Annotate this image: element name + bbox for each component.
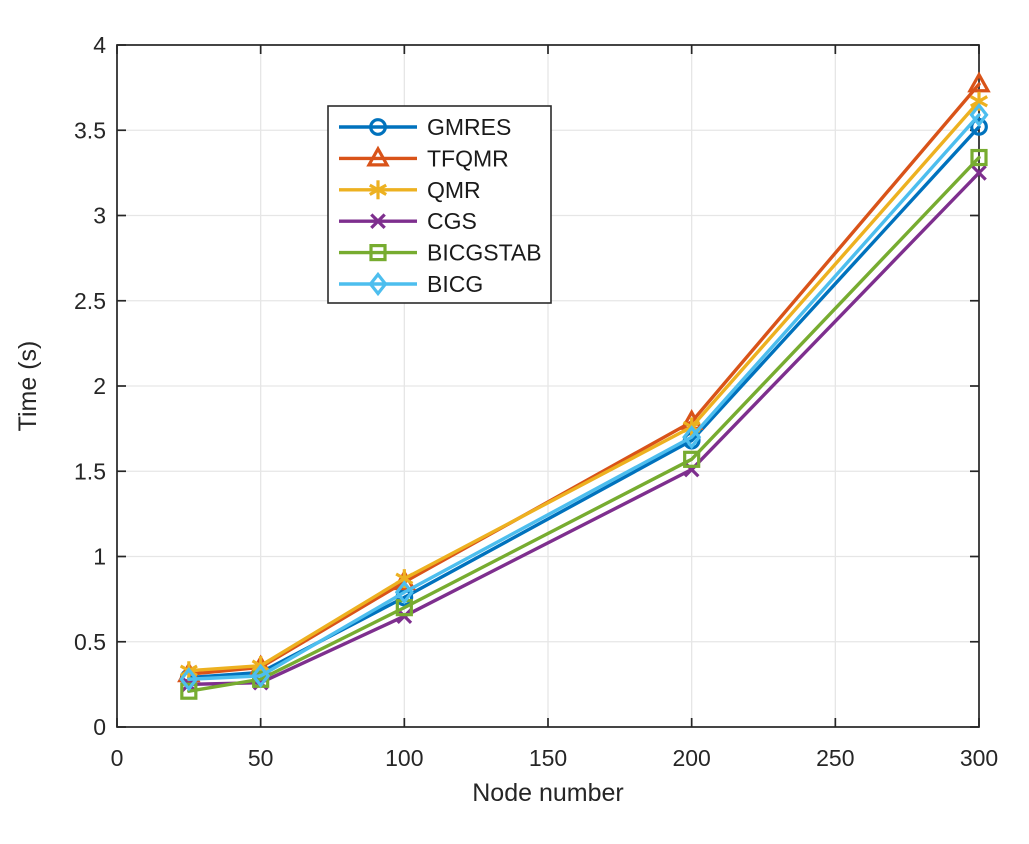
legend-entry: CGS xyxy=(339,208,477,234)
asterisk-marker xyxy=(369,183,387,196)
legend-entry: GMRES xyxy=(339,114,511,140)
x-axis-label: Node number xyxy=(472,779,623,807)
circle-marker xyxy=(369,118,387,136)
data-series xyxy=(177,71,991,700)
series-line-bicg xyxy=(187,113,981,681)
y-tick-label: 3 xyxy=(93,203,106,229)
diamond-marker xyxy=(179,667,199,692)
series-point-tfqmr xyxy=(967,71,991,93)
diamond-marker xyxy=(251,663,271,688)
x-tick-label: 250 xyxy=(816,745,854,771)
diamond-marker xyxy=(969,102,989,127)
y-tick-label: 4 xyxy=(93,32,106,58)
x-tick-label: 300 xyxy=(960,745,998,771)
square-marker xyxy=(180,682,198,700)
diamond-marker xyxy=(682,425,702,450)
legend-marker xyxy=(370,213,386,230)
y-tick-label: 0.5 xyxy=(74,629,106,655)
triangle-up-marker xyxy=(366,145,390,167)
legend-marker xyxy=(368,271,388,297)
y-tick-label: 2 xyxy=(93,373,106,399)
series-point-bicg xyxy=(682,425,702,450)
x-cross-marker xyxy=(370,213,386,230)
series-line-bicgstab xyxy=(187,155,981,693)
legend-entry: QMR xyxy=(339,177,481,203)
legend-label: GMRES xyxy=(427,114,511,140)
series-point-bicg xyxy=(394,580,414,605)
square-marker xyxy=(369,244,387,262)
series-point-gmres xyxy=(970,117,988,136)
x-tick-label: 200 xyxy=(672,745,710,771)
series-point-bicgstab xyxy=(970,148,988,167)
diamond-marker xyxy=(394,580,414,605)
triangle-up-marker xyxy=(967,71,991,93)
tick-labels: 0 50 100 150 200 250 300 0 0.5 1 1.5 2 2.5 3 3.5 4 xyxy=(74,32,998,771)
legend-label: TFQMR xyxy=(427,145,509,171)
x-tick-label: 100 xyxy=(385,745,423,771)
legend-entry: BICG xyxy=(339,271,483,297)
legend: GMRES TFQMR QMR CGS BICGSTAB BICG xyxy=(327,105,552,304)
legend-label: BICG xyxy=(427,271,483,297)
y-tick-label: 0 xyxy=(93,714,106,740)
series-point-cgs xyxy=(971,165,987,181)
series-point-bicgstab xyxy=(180,682,198,700)
y-tick-label: 1 xyxy=(93,544,106,570)
x-tick-label: 50 xyxy=(248,745,274,771)
y-tick-label: 1.5 xyxy=(74,458,106,484)
series-point-bicg xyxy=(251,663,271,688)
series-line-gmres xyxy=(187,125,981,680)
square-marker xyxy=(970,148,988,167)
legend-label: CGS xyxy=(427,208,477,234)
legend-entry: TFQMR xyxy=(339,145,509,171)
legend-marker xyxy=(369,118,387,136)
diamond-marker xyxy=(368,271,388,297)
legend-marker xyxy=(369,180,387,200)
y-tick-label: 2.5 xyxy=(74,288,106,314)
legend-marker xyxy=(369,244,387,262)
series-line-tfqmr xyxy=(187,82,981,676)
asterisk-marker xyxy=(970,95,988,108)
y-axis-label: Time (s) xyxy=(14,341,42,432)
series-point-bicgstab xyxy=(683,450,701,468)
legend-box xyxy=(327,105,552,304)
legend-label: QMR xyxy=(427,177,481,203)
legend-entry: BICGSTAB xyxy=(339,240,542,266)
y-tick-label: 3.5 xyxy=(74,117,106,143)
series-point-bicg xyxy=(969,102,989,127)
series-point-bicg xyxy=(179,667,199,692)
circle-marker xyxy=(970,117,988,136)
x-cross-marker xyxy=(971,165,987,181)
legend-label: BICGSTAB xyxy=(427,240,542,266)
x-tick-label: 0 xyxy=(111,745,124,771)
asterisk-marker xyxy=(395,572,414,585)
x-tick-label: 150 xyxy=(529,745,567,771)
legend-marker xyxy=(366,145,390,167)
square-marker xyxy=(683,450,701,468)
